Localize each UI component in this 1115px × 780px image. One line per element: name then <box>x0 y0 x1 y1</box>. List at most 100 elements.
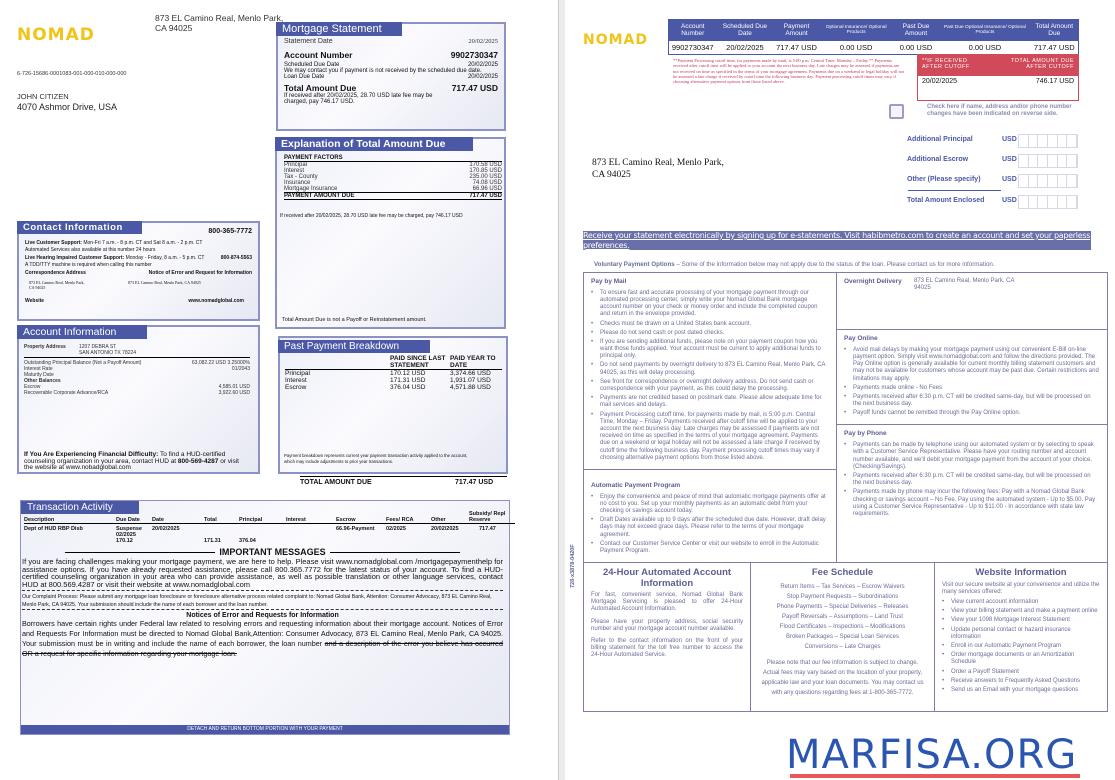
total-value: 717.47 USD <box>455 479 494 486</box>
account-number: 9902730347 <box>450 50 498 60</box>
notices-body: Borrowers have certain rights under Fede… <box>22 619 503 659</box>
rca-label: Recoverable Corporate Advance/RCA <box>24 390 109 396</box>
column-header: Past Due Optional Insurance/ Optional Pr… <box>943 25 1026 36</box>
notices-text: Borrowers have certain rights under Fede… <box>22 619 503 648</box>
cell-ytd: 4,571.88 USD <box>450 384 491 391</box>
coupon-summary-table: Account Number Scheduled Due Date Payment … <box>668 19 1079 55</box>
property-line: 1207 DEBRA ST <box>79 344 117 350</box>
nomad-logo: NOMAD <box>17 25 95 45</box>
cell-value: 0.00 USD <box>899 42 933 52</box>
fee-schedule: Fee Schedule Return Items – Tax Services … <box>750 562 935 713</box>
notices-struck-text: and a description of the error you belie… <box>22 639 504 658</box>
table-row: Principal 170.12 USD 3,374.66 USD <box>285 370 502 377</box>
field-label: Total Amount Enclosed <box>907 197 985 204</box>
section-title: Explanation of Total Amount Due <box>275 137 473 151</box>
total-due-line: TOTAL AMOUNT DUE 717.47 USD <box>300 476 507 486</box>
past-payment-box: Past Payment Breakdown PAID SINCE LAST S… <box>278 336 508 474</box>
cell-fees: 02/2025 <box>386 526 406 532</box>
rate-label: Interest Rate <box>24 366 53 372</box>
list-item: View your billing statement and make a p… <box>942 608 1100 615</box>
recipient-address: 4070 Ashmor Drive, USA <box>17 102 118 112</box>
correspondence-label: Correspondence Address <box>25 270 86 276</box>
explanation-box: Explanation of Total Amount Due PAYMENT … <box>275 137 506 329</box>
paragraph: Refer to the contact information on the … <box>591 638 743 659</box>
list-item: To ensure fast and accurate processing o… <box>591 290 829 319</box>
amount-input[interactable] <box>1018 134 1078 148</box>
column-header: Scheduled Due Date <box>722 23 768 38</box>
payment-options-grid: Pay by Mail To ensure fast and accurate p… <box>583 272 1108 713</box>
factor-label: Principal <box>284 162 308 168</box>
digit-cell <box>1029 135 1039 147</box>
cell-value: 717.47 USD <box>1033 42 1075 52</box>
list-item: Checks must be drawn on a United States … <box>591 321 829 328</box>
section-title: 24-Hour Automated Account Information <box>602 567 732 589</box>
amount-input[interactable] <box>1018 174 1078 188</box>
cell-since: 170.12 USD <box>390 370 426 377</box>
cell-since: 376.04 USD <box>390 384 426 391</box>
transaction-box: Transaction Activity Description Due Date… <box>20 500 515 735</box>
cell-principal: 376.04 <box>239 538 256 544</box>
rca-balance: 3,922.60 USD <box>218 390 250 396</box>
address-change-checkbox[interactable] <box>889 104 904 119</box>
digit-cell <box>1058 175 1068 187</box>
col-header: PAID SINCE LAST STATEMENT <box>390 355 446 369</box>
pay-by-phone: Pay by Phone Payments can be made by tele… <box>836 424 1108 564</box>
list-item: View your 1098 Mortgage Interest Stateme… <box>942 617 1100 624</box>
total-divider <box>908 190 1001 191</box>
estatement-banner[interactable]: Receive your statement electronically by… <box>583 231 1091 250</box>
digit-cell <box>1067 135 1078 147</box>
col-header: PAID YEAR TO DATE <box>450 355 496 369</box>
interest-rate: 3.25000% <box>227 360 250 366</box>
column-header: Date <box>152 517 164 523</box>
digit-cell <box>1019 175 1029 187</box>
section-title: Pay by Phone <box>844 430 887 438</box>
cell-date: 20/02/2025 <box>152 526 180 532</box>
list-item: Update personal contact or hazard insura… <box>942 627 1100 641</box>
past-payment-table: PAID SINCE LAST STATEMENT PAID YEAR TO DA… <box>285 355 502 391</box>
list-item: Do not send payments by overnight delive… <box>591 362 829 376</box>
detach-band: DETACH AND RETURN BOTTOM PORTION WITH YO… <box>21 725 509 734</box>
statement-date-label: Statement Date <box>284 38 333 45</box>
cell-total: 171.31 <box>204 538 221 544</box>
column-header: Total <box>204 517 217 523</box>
address-line: 873 EL Camino Real, Menlo Park, <box>155 13 284 23</box>
list-item: Payments received after 6:30 p.m. CT wil… <box>844 394 1100 408</box>
website-link[interactable]: www.nomadglobal.com <box>188 297 244 304</box>
cell-since: 171.31 USD <box>390 377 426 384</box>
cell-ytd: 1,931.07 USD <box>450 377 491 384</box>
automated-note: Automated Services also available at thi… <box>25 246 156 253</box>
overnight-delivery: Overnight Delivery 873 EL Camino Real, Me… <box>836 272 1108 330</box>
account-info-box: Account Information Property Address 1207… <box>17 325 260 474</box>
hardship-text: To find a HUD-certified counseling organ… <box>24 451 226 465</box>
notices-title: Notices of Error and Requests for Inform… <box>186 612 339 619</box>
remit-address: 873 EL Camino Real, Menlo Park, CA 94025 <box>592 157 724 181</box>
account-number-label: Account Number <box>284 50 353 60</box>
section-title: Mortgage Statement <box>276 22 402 36</box>
list-item: Payments made by phone may incur the fol… <box>844 489 1100 518</box>
paragraph: Please have your property address, socia… <box>591 618 743 632</box>
list-item: Send us an Email with your mortgage ques… <box>942 687 1100 694</box>
barcode-line: 6-726-15686-0001083-001-000-010-000-000 <box>17 71 127 77</box>
digit-cell <box>1038 155 1049 167</box>
mortgage-statement-box: Mortgage Statement Statement Date 20/02/2… <box>276 22 506 131</box>
address-line: 873 EL Camino Real, Menlo Park, <box>592 158 724 168</box>
cell-label: Escrow <box>285 384 307 391</box>
list-item: Draft Dates available up to 9 days after… <box>591 517 829 539</box>
column-header: Due Date <box>116 517 140 523</box>
factors-label: PAYMENT FACTORS <box>284 155 502 162</box>
factor-label: Tax - County <box>284 174 318 180</box>
total-due: 717.47 USD <box>451 83 498 93</box>
rule <box>329 552 460 553</box>
amount-input[interactable] <box>1018 195 1078 209</box>
digit-cell <box>1038 196 1049 208</box>
column-header: Description <box>24 517 55 523</box>
digit-cell <box>1067 155 1078 167</box>
automated-info: 24-Hour Automated Account Information For… <box>583 562 751 713</box>
cell-value: 0.00 USD <box>968 42 1002 52</box>
amount-input[interactable] <box>1018 154 1078 168</box>
section-title: Automatic Payment Program <box>591 481 681 489</box>
digit-cell <box>1058 135 1068 147</box>
voluntary-label: Voluntary Payment Options <box>594 261 675 268</box>
property-line: SAN ANTONIO TX 78224 <box>79 350 137 356</box>
hud-phone: 800-569-4287 <box>177 457 219 465</box>
